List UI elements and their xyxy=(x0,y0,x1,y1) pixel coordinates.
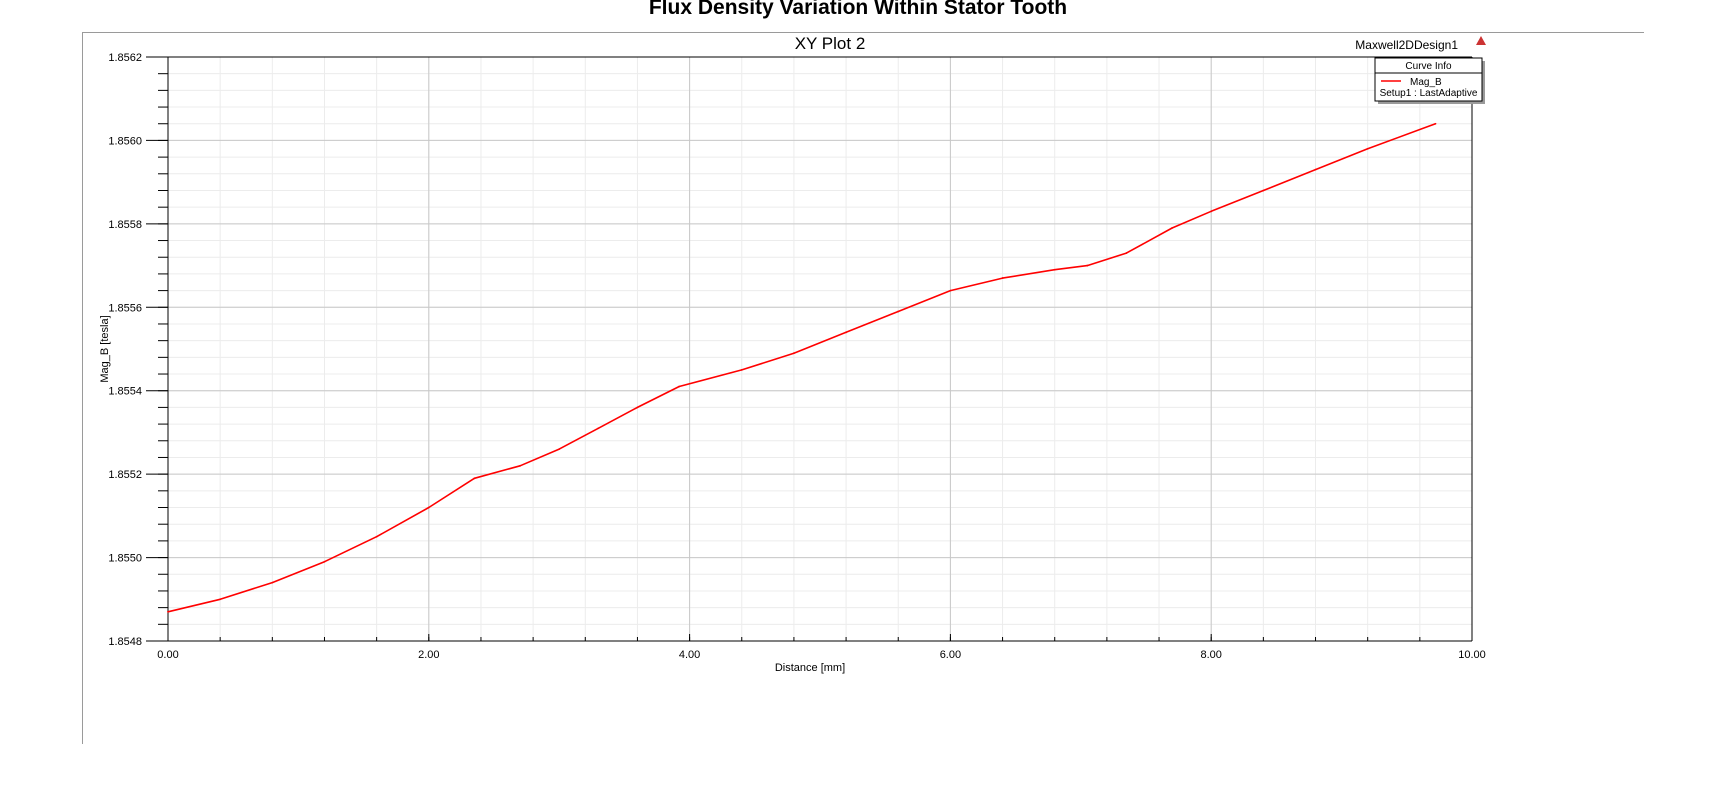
data-point[interactable] xyxy=(1315,169,1317,171)
chart-frame: XY Plot 2 Maxwell2DDesign1 0.00 2.00 4.00 6.0… xyxy=(82,32,1644,744)
x-axis-label: Distance [mm] xyxy=(775,662,845,674)
data-point[interactable] xyxy=(1054,269,1056,271)
data-point[interactable] xyxy=(793,352,795,354)
series-line-mag_b[interactable] xyxy=(168,124,1436,612)
y-axis-label: Mag_B [tesla] xyxy=(99,315,111,382)
y-tick-label: 1.8560 xyxy=(108,135,142,147)
data-point[interactable] xyxy=(1262,190,1264,192)
data-point[interactable] xyxy=(1367,148,1369,150)
x-tick-label: 4.00 xyxy=(679,649,700,661)
data-point[interactable] xyxy=(678,386,680,388)
data-point[interactable] xyxy=(597,427,599,429)
data-point[interactable] xyxy=(1126,252,1128,254)
data-point[interactable] xyxy=(271,582,273,584)
data-point[interactable] xyxy=(428,507,430,509)
y-tick-label: 1.8554 xyxy=(108,386,142,398)
legend-title: Curve Info xyxy=(1405,61,1452,72)
y-tick-label: 1.8548 xyxy=(108,636,142,648)
data-point[interactable] xyxy=(637,407,639,409)
xy-plot[interactable]: XY Plot 2 Maxwell2DDesign1 0.00 2.00 4.00 6.0… xyxy=(83,33,1645,745)
x-tick-label: 10.00 xyxy=(1458,649,1486,661)
data-point[interactable] xyxy=(1171,227,1173,229)
data-point[interactable] xyxy=(376,536,378,538)
figure-title: Flux Density Variation Within Stator Too… xyxy=(0,0,1716,20)
data-point[interactable] xyxy=(167,611,169,613)
x-tick-label: 0.00 xyxy=(157,649,178,661)
x-tick-label: 2.00 xyxy=(418,649,439,661)
data-point[interactable] xyxy=(1086,265,1088,267)
y-tick-label: 1.8562 xyxy=(108,52,142,64)
data-point[interactable] xyxy=(219,598,221,600)
data-point[interactable] xyxy=(474,477,476,479)
data-point[interactable] xyxy=(324,561,326,563)
legend-entry-name: Mag_B xyxy=(1410,77,1442,88)
data-point[interactable] xyxy=(897,311,899,313)
ansys-logo-icon xyxy=(1476,36,1486,45)
data-point[interactable] xyxy=(1435,123,1437,125)
data-point[interactable] xyxy=(1210,210,1212,212)
data-point[interactable] xyxy=(950,290,952,292)
x-tick-label: 8.00 xyxy=(1200,649,1221,661)
y-tick-label: 1.8552 xyxy=(108,469,142,481)
y-tick-label: 1.8556 xyxy=(108,302,142,314)
plot-title: XY Plot 2 xyxy=(795,34,866,53)
y-tick-label: 1.8558 xyxy=(108,219,142,231)
data-point[interactable] xyxy=(741,369,743,371)
x-tick-label: 6.00 xyxy=(940,649,961,661)
data-point[interactable] xyxy=(519,465,521,467)
legend-entry-subtitle: Setup1 : LastAdaptive xyxy=(1380,88,1478,99)
data-point[interactable] xyxy=(845,331,847,333)
data-point[interactable] xyxy=(1002,277,1004,279)
design-name: Maxwell2DDesign1 xyxy=(1355,38,1458,52)
data-point[interactable] xyxy=(558,448,560,450)
y-tick-label: 1.8550 xyxy=(108,553,142,565)
